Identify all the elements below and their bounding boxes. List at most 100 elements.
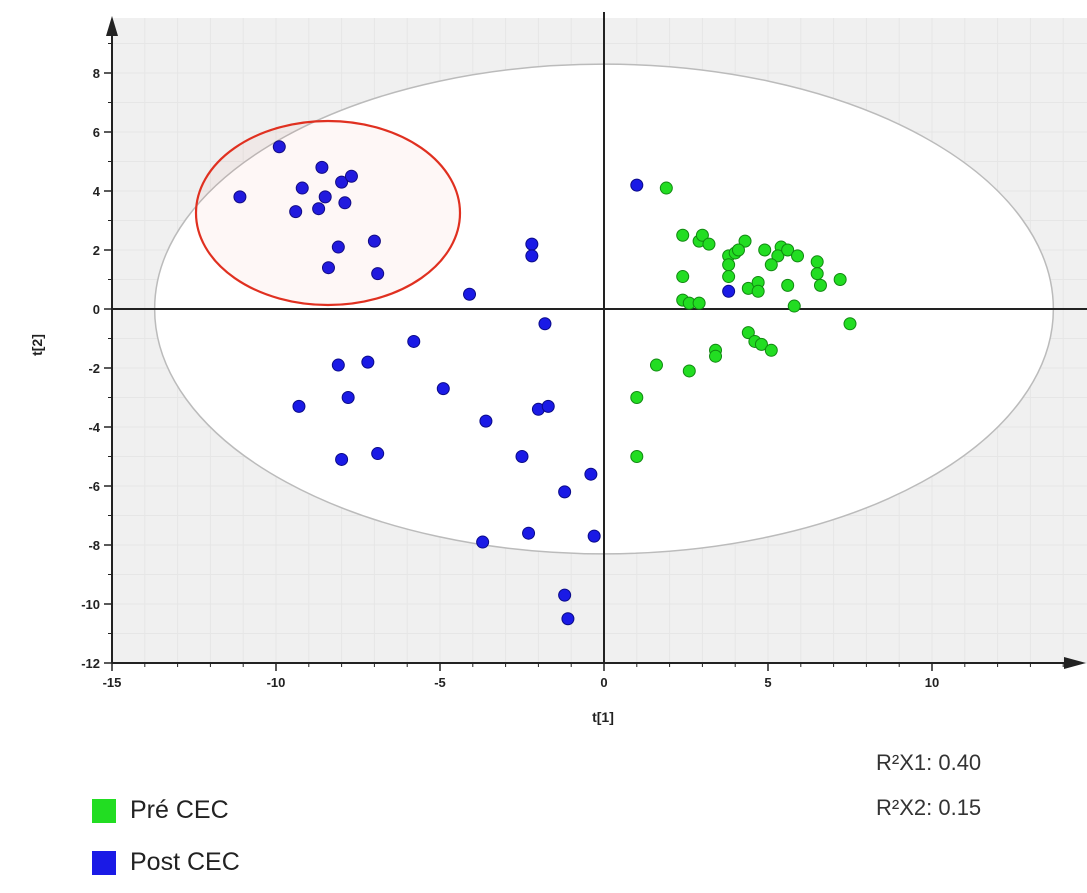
- point-pre-cec: [764, 258, 778, 272]
- legend-item-post-cec: Post CEC: [92, 848, 240, 877]
- point-pre-cec: [813, 278, 827, 292]
- point-pre-cec: [791, 249, 805, 263]
- point-pre-cec: [781, 278, 795, 292]
- y-tick-label: -10: [81, 597, 100, 612]
- x-tick-label: 5: [764, 675, 771, 690]
- point-post-cec: [315, 160, 329, 174]
- point-post-cec: [272, 140, 286, 154]
- y-tick-label: -2: [88, 361, 100, 376]
- y-tick-label: -12: [81, 656, 100, 671]
- point-post-cec: [541, 399, 555, 413]
- point-post-cec: [361, 355, 375, 369]
- point-pre-cec: [764, 343, 778, 357]
- r2x2-stat: R²X2: 0.15: [876, 795, 982, 820]
- point-pre-cec: [702, 237, 716, 251]
- point-pre-cec: [722, 270, 736, 284]
- point-post-cec: [515, 450, 529, 463]
- point-post-cec: [463, 287, 477, 301]
- point-post-cec: [587, 529, 601, 543]
- point-pre-cec: [722, 258, 736, 272]
- x-tick-label: -15: [103, 675, 122, 690]
- point-post-cec: [538, 317, 552, 331]
- point-post-cec: [331, 240, 345, 254]
- point-pre-cec: [810, 267, 824, 281]
- point-pre-cec: [695, 228, 709, 242]
- point-post-cec: [630, 178, 644, 192]
- legend-label-post-cec: Post CEC: [130, 848, 240, 876]
- point-pre-cec: [630, 450, 644, 463]
- point-post-cec: [292, 399, 306, 413]
- data-points: [233, 140, 857, 626]
- point-pre-cec: [833, 273, 847, 286]
- y-tick-label: 8: [93, 66, 100, 81]
- point-post-cec: [479, 414, 493, 428]
- point-post-cec: [233, 190, 247, 204]
- point-pre-cec: [758, 243, 772, 257]
- point-post-cec: [371, 447, 385, 461]
- legend-swatch-pre-cec: [92, 798, 116, 823]
- point-pre-cec: [682, 364, 696, 378]
- point-pre-cec: [692, 296, 706, 310]
- y-tick-label: -4: [88, 420, 100, 435]
- point-pre-cec: [751, 284, 765, 298]
- point-pre-cec: [810, 255, 824, 269]
- x-tick-label: -5: [434, 675, 446, 690]
- point-post-cec: [312, 202, 326, 216]
- legend-label-pre-cec: Pré CEC: [130, 796, 229, 824]
- y-tick-label: 0: [93, 302, 100, 317]
- point-post-cec: [476, 535, 490, 549]
- legend-item-pre-cec: Pré CEC: [92, 796, 229, 825]
- point-pre-cec: [676, 270, 690, 284]
- point-pre-cec: [630, 391, 644, 404]
- x-axis-label: t[1]: [592, 709, 614, 725]
- y-tick-label: 2: [93, 243, 100, 258]
- point-post-cec: [321, 261, 335, 275]
- point-pre-cec: [741, 326, 755, 340]
- point-pre-cec: [731, 243, 745, 257]
- point-post-cec: [289, 205, 303, 219]
- point-post-cec: [295, 181, 309, 195]
- point-pre-cec: [781, 243, 795, 257]
- point-post-cec: [584, 467, 598, 481]
- point-post-cec: [525, 249, 539, 263]
- point-post-cec: [522, 526, 536, 540]
- point-pre-cec: [771, 249, 785, 263]
- point-post-cec: [558, 485, 572, 499]
- score-plot: -15 -10 -5 0 5 10 -12 -10 -8 -6 -4 -2 0 2 4 6 8 t[1] t[2…: [29, 12, 1087, 725]
- point-pre-cec: [843, 317, 857, 331]
- point-pre-cec: [649, 358, 663, 372]
- point-post-cec: [722, 284, 736, 298]
- point-post-cec: [436, 382, 450, 396]
- point-post-cec: [344, 169, 358, 183]
- y-axis-label: t[2]: [29, 334, 45, 356]
- point-pre-cec: [676, 228, 690, 242]
- point-post-cec: [371, 267, 385, 281]
- zero-lines: [112, 12, 1087, 663]
- x-tick-label: 0: [600, 675, 607, 690]
- legend-swatch-post-cec: [92, 850, 116, 875]
- point-post-cec: [525, 237, 539, 251]
- point-post-cec: [335, 452, 349, 466]
- y-tick-label: 6: [93, 125, 100, 140]
- point-pre-cec: [754, 337, 768, 351]
- point-post-cec: [318, 190, 332, 204]
- point-post-cec: [367, 234, 381, 248]
- y-axis-arrow: [106, 16, 118, 36]
- point-post-cec: [331, 358, 345, 372]
- y-tick-label: 4: [93, 184, 101, 199]
- point-pre-cec: [738, 234, 752, 248]
- point-post-cec: [338, 196, 352, 210]
- x-tick-label: -10: [267, 675, 286, 690]
- point-post-cec: [407, 334, 421, 348]
- highlight-circle: [194, 119, 462, 307]
- r2x1-stat: R²X1: 0.40: [876, 750, 982, 775]
- y-tick-label: -6: [88, 479, 100, 494]
- axes: [104, 16, 1086, 671]
- y-tick-label: -8: [88, 538, 100, 553]
- tick-labels: -15 -10 -5 0 5 10 -12 -10 -8 -6 -4 -2 0 2 4 6 8: [81, 66, 939, 690]
- x-tick-label: 10: [925, 675, 939, 690]
- point-post-cec: [558, 588, 572, 602]
- point-post-cec: [561, 612, 575, 626]
- point-post-cec: [335, 175, 349, 189]
- point-pre-cec: [659, 181, 673, 195]
